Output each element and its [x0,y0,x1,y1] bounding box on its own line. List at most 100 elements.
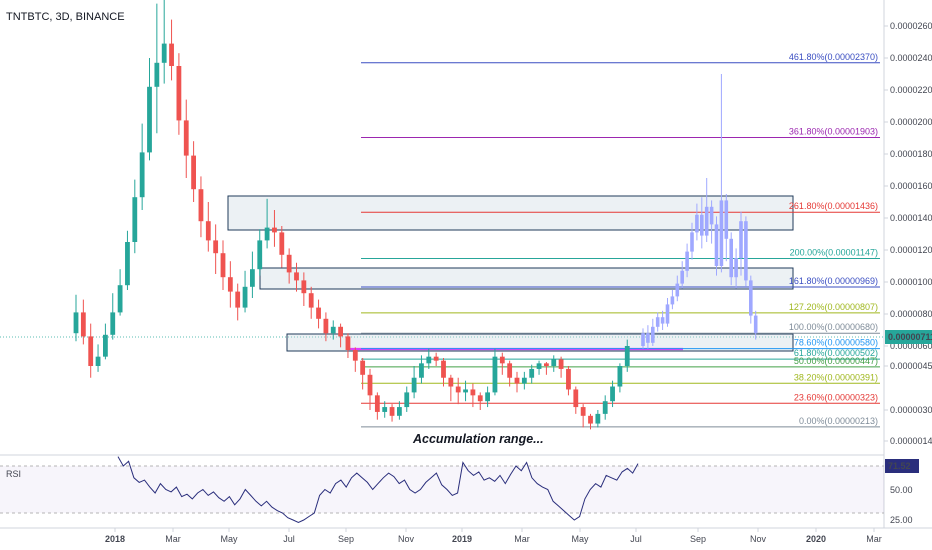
candle-body [132,197,138,242]
candle-body [602,401,608,414]
candle-body [529,368,535,378]
candle-body [455,386,461,393]
candle-body [514,377,520,384]
supply-demand-zones [227,195,794,352]
candle-body [536,363,542,369]
candle-body [360,360,366,375]
candle-body [374,395,380,412]
time-tick-label: Jul [283,534,295,544]
candle-body [433,356,439,361]
projection-body [660,317,665,324]
time-tick-label: Nov [750,534,767,544]
fib-label: 38.20%(0.00000391) [794,372,878,382]
candle-body [610,386,615,402]
candle-body [624,346,630,366]
projection-body [719,200,724,266]
projection-body [665,304,670,324]
candle-body [73,312,79,334]
candle-body [492,356,498,393]
fib-label: 50.00%(0.00000447) [794,356,878,366]
candle-body [161,43,167,63]
candle-body [205,221,211,241]
fib-label: 61.80%(0.00000502) [794,348,878,358]
projection-body [675,283,680,297]
time-tick-label: Sep [338,534,354,544]
candle-body [558,359,564,369]
projection-body [734,258,738,278]
candlestick-series [73,0,630,430]
candle-body [169,43,174,66]
candle-body [345,336,351,350]
projection-body [709,206,714,225]
projection-body [704,206,709,236]
candle-body [316,307,321,319]
candle-body [279,232,285,255]
current-price-label: 0.00000711 [888,332,932,342]
rsi-tick-label: 25.00 [890,515,913,525]
candle-body [227,277,233,292]
time-tick-label: Nov [398,534,415,544]
rsi-current-value: 71.52 [888,461,911,471]
candle-body [176,66,182,121]
candle-body [566,368,571,390]
candle-body [521,377,527,384]
rsi-line [117,456,639,523]
candle-body [617,366,623,387]
candle-body [573,389,579,408]
projection-body [680,270,684,284]
time-tick-label: Mar [514,534,530,544]
candle-body [551,359,557,366]
candle-body [301,280,307,294]
candle-body [257,240,263,270]
projection-body [724,200,729,239]
fib-label: 161.80%(0.00000969) [789,276,878,286]
candle-body [220,253,226,278]
candle-body [103,334,108,357]
projection-body [641,333,645,346]
candle-body [588,415,593,424]
zone-box [286,333,794,352]
candle-body [463,389,468,393]
candle-body [448,377,454,387]
candle-body [95,356,101,366]
time-tick-label: 2018 [105,534,125,544]
candle-body [88,336,94,366]
candle-body [264,227,270,241]
candle-body [477,395,483,402]
candle-body [272,227,277,233]
candle-body [235,291,241,308]
candle-body [389,407,395,416]
candle-body [382,407,388,412]
candle-body [294,272,299,281]
fib-label: 0.00%(0.00000213) [799,416,878,426]
projection-body [739,221,743,258]
fib-label: 461.80%(0.00002370) [789,52,878,62]
candle-body [507,363,513,378]
projection-body [646,333,650,343]
time-axis[interactable]: 2018 Mar May Jul Sep Nov 2019 Mar May Jul Sep Nov 20… [0,527,932,544]
candle-body [117,285,123,313]
candle-body [191,155,196,190]
candle-body [595,413,601,424]
candle-body [330,326,336,334]
candle-body [426,356,432,364]
projection-body [685,251,689,271]
fibonacci-levels: 461.80%(0.00002370) 361.80%(0.00001903) 26… [361,52,880,428]
fib-label: 261.80%(0.00001436) [789,201,878,211]
candle-body [183,120,189,156]
time-tick-label: May [220,534,238,544]
candle-body [80,312,86,337]
